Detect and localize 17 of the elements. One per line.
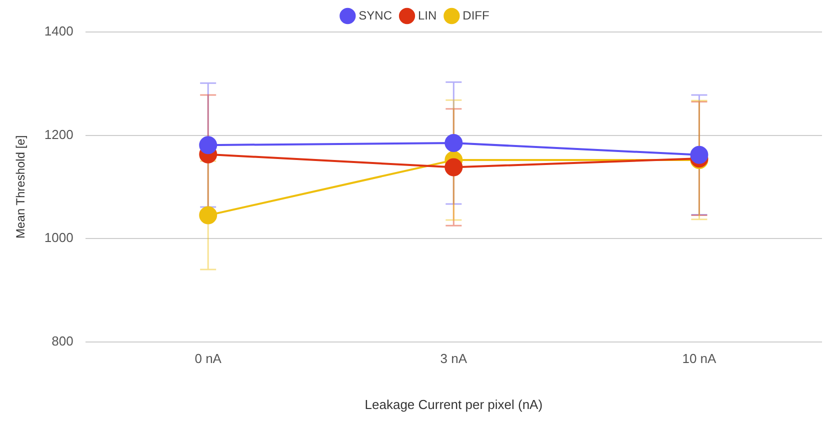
legend-label: SYNC — [358, 8, 392, 22]
x-tick-label: 3 nA — [440, 351, 468, 366]
legend-label: DIFF — [462, 8, 490, 22]
point — [690, 146, 708, 164]
x-axis-title: Leakage Current per pixel (nA) — [364, 396, 543, 412]
point — [444, 158, 463, 176]
y-tick-label: 1200 — [44, 126, 74, 142]
point — [444, 134, 463, 152]
y-tick-label: 800 — [52, 333, 74, 348]
x-tick-label: 10 nA — [682, 351, 717, 366]
y-tick-label: 1400 — [44, 24, 74, 39]
y-tick-label: 1000 — [44, 230, 74, 246]
x-tick-label: 0 nA — [194, 351, 222, 366]
legend-label: LIN — [418, 8, 437, 22]
point — [199, 206, 218, 224]
y-axis-title: Mean Threshold [e] — [14, 135, 28, 238]
point — [199, 136, 218, 154]
